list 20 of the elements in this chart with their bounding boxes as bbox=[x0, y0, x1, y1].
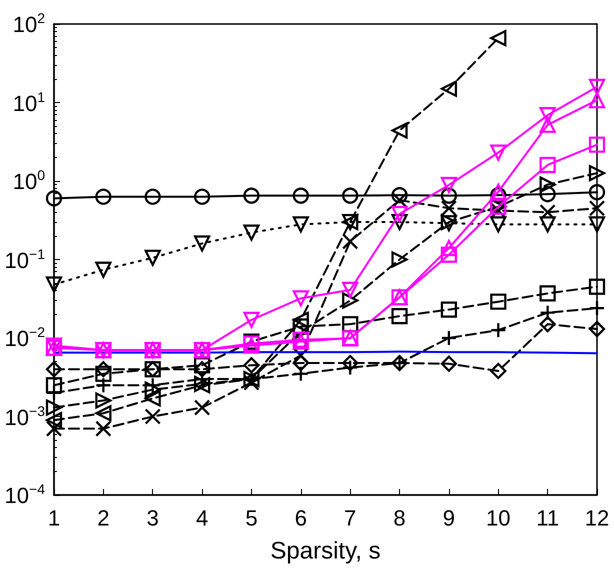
x-tick-label: 8 bbox=[393, 506, 406, 530]
x-tick-label: 7 bbox=[344, 506, 356, 530]
x-tick-label: 3 bbox=[146, 506, 159, 530]
y-tick-label: 10$^{−2}$ bbox=[4, 324, 45, 352]
y-tick-label: 10$^{−4}$ bbox=[4, 481, 45, 509]
y-tick-label: 10$^{−1}$ bbox=[4, 246, 45, 274]
x-tick-label: 11 bbox=[536, 506, 560, 530]
y-tick-label: 10$^{1}$ bbox=[12, 88, 45, 116]
x-tick-label: 1 bbox=[48, 506, 60, 530]
x-tick-label: 10 bbox=[486, 506, 511, 530]
y-tick-label: 10$^{2}$ bbox=[12, 10, 45, 38]
x-tick-label: 5 bbox=[245, 506, 258, 530]
y-tick-label: 10$^{−3}$ bbox=[4, 402, 45, 430]
x-tick-label: 9 bbox=[442, 506, 456, 530]
y-tick-label: 10$^{0}$ bbox=[12, 167, 45, 195]
x-tick-label: 12 bbox=[584, 506, 610, 530]
x-axis-title: Sparsity, s bbox=[270, 538, 381, 564]
x-tick-label: 4 bbox=[196, 506, 208, 530]
x-tick-label: 2 bbox=[97, 506, 110, 530]
x-tick-label: 6 bbox=[294, 506, 307, 530]
